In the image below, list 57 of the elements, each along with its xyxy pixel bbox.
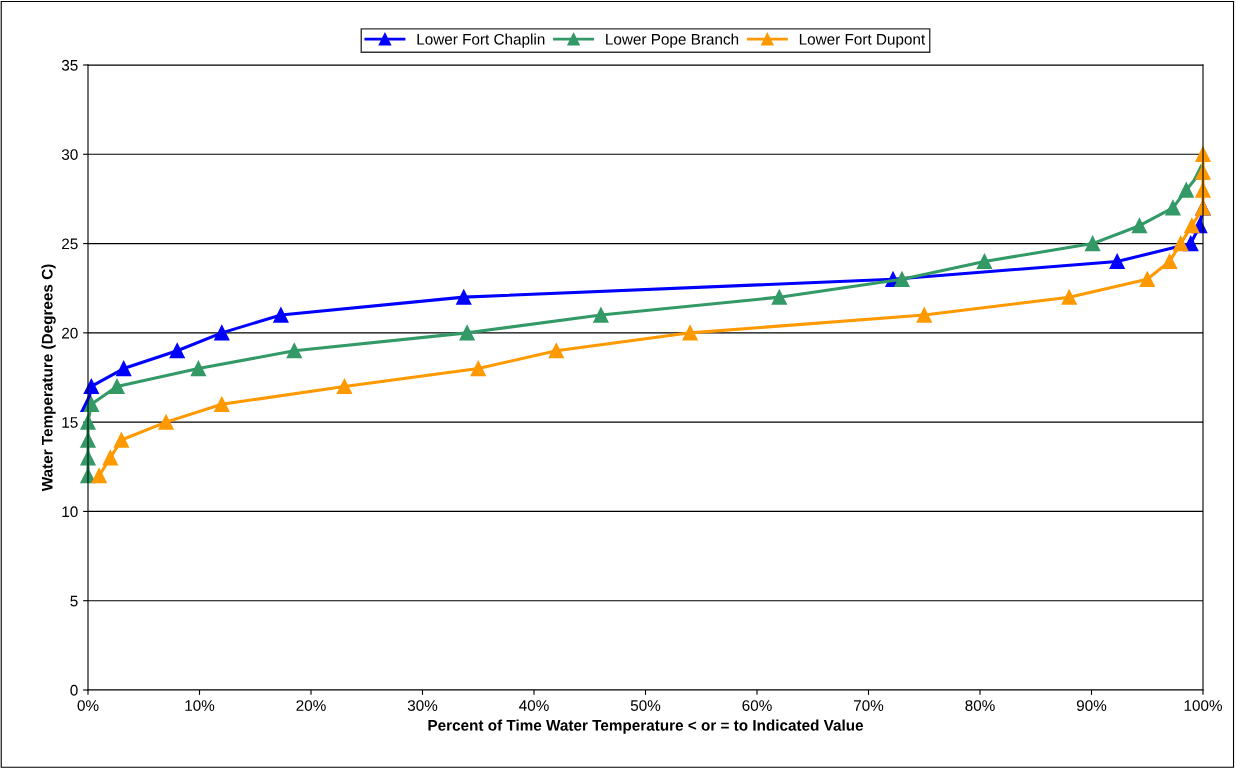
- x-tick-label: 90%: [1076, 700, 1107, 711]
- point: [190, 360, 207, 377]
- point: [158, 414, 174, 430]
- point: [470, 360, 486, 377]
- legend-label: Lower Fort Chaplin: [417, 33, 545, 48]
- y-tick-label: 35: [61, 59, 78, 71]
- x-tick-label: 100%: [1184, 700, 1222, 711]
- x-tick-label: 60%: [742, 700, 772, 711]
- point: [916, 307, 932, 323]
- point: [1178, 182, 1194, 198]
- point: [456, 289, 472, 305]
- y-tick-label: 20: [62, 327, 78, 339]
- y-tick-label: 25: [62, 238, 78, 250]
- point: [113, 432, 130, 448]
- point: [214, 396, 230, 412]
- x-tick-label: 30%: [407, 700, 438, 711]
- point: [1173, 235, 1189, 252]
- point: [682, 325, 698, 341]
- point: [102, 450, 118, 466]
- point: [1184, 218, 1200, 234]
- point: [894, 271, 910, 287]
- point: [286, 343, 302, 359]
- point: [273, 307, 289, 323]
- point: [1131, 218, 1148, 234]
- point: [1165, 200, 1181, 216]
- legend-label: Lower Fort Dupont: [799, 34, 926, 48]
- x-tick-label: 50%: [630, 700, 661, 711]
- point: [1109, 253, 1125, 270]
- point: [116, 360, 132, 377]
- x-tick-label: 40%: [519, 700, 549, 711]
- point: [1139, 271, 1155, 287]
- y-tick-label: 5: [70, 595, 78, 607]
- point: [459, 325, 475, 341]
- y-tick-label: 10: [62, 506, 78, 518]
- point: [1084, 235, 1101, 252]
- x-tick-label: 20%: [296, 700, 326, 711]
- point: [976, 253, 993, 270]
- point: [1061, 289, 1077, 305]
- point: [1161, 253, 1178, 270]
- point: [593, 307, 609, 323]
- x-tick-label: 70%: [853, 700, 884, 711]
- point: [169, 343, 185, 359]
- y-tick-label: 0: [70, 684, 78, 696]
- y-tick-label: 30: [61, 149, 78, 160]
- legend-label: Lower Pope Branch: [606, 33, 739, 48]
- point: [336, 378, 353, 395]
- point: [214, 325, 230, 341]
- x-tick-label: 10%: [185, 700, 215, 711]
- point: [91, 468, 107, 484]
- y-axis-title: Water Temperature (Degrees C): [41, 264, 56, 492]
- y-tick-label: 15: [62, 417, 78, 428]
- point: [771, 289, 787, 305]
- point: [109, 378, 125, 395]
- point: [548, 343, 564, 359]
- x-tick-label: 80%: [965, 700, 995, 711]
- x-tick-label: 0%: [77, 700, 99, 711]
- x-axis-title: Percent of Time Water Temperature < or = to Indicated Value: [428, 719, 864, 734]
